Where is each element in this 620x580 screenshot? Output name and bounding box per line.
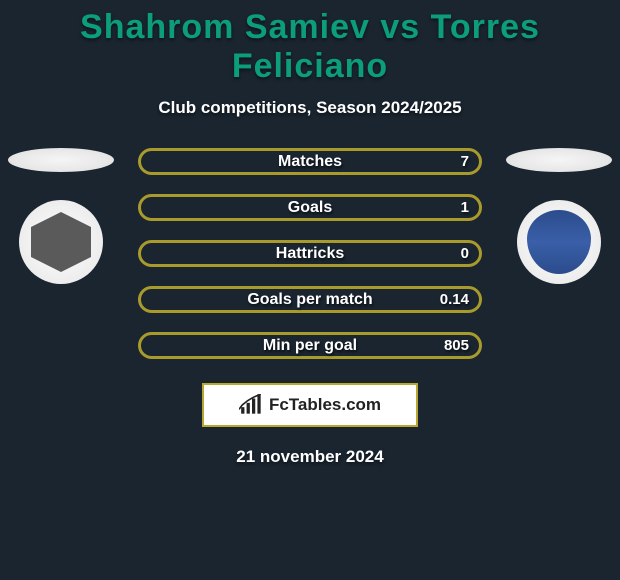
stat-row-goals: Goals 1 <box>138 194 482 221</box>
stat-right-value: 805 <box>444 337 469 354</box>
stat-label: Min per goal <box>263 337 357 355</box>
comparison-layout: Matches 7 Goals 1 Hattricks 0 Goals per … <box>0 148 620 359</box>
stats-column: Matches 7 Goals 1 Hattricks 0 Goals per … <box>138 148 482 359</box>
stat-right-value: 7 <box>461 153 469 170</box>
stat-row-hattricks: Hattricks 0 <box>138 240 482 267</box>
stat-row-gpm: Goals per match 0.14 <box>138 286 482 313</box>
stat-right-value: 0 <box>461 245 469 262</box>
stat-label: Matches <box>278 153 342 171</box>
team-badge-left <box>19 200 103 284</box>
stat-label: Goals <box>288 199 332 217</box>
left-side <box>6 148 116 284</box>
team-badge-right <box>517 200 601 284</box>
page-title: Shahrom Samiev vs Torres Feliciano <box>0 0 620 86</box>
right-side <box>504 148 614 284</box>
stat-label: Hattricks <box>276 245 344 263</box>
stat-row-matches: Matches 7 <box>138 148 482 175</box>
stat-right-value: 1 <box>461 199 469 216</box>
date-text: 21 november 2024 <box>0 447 620 467</box>
player-photo-right <box>506 148 612 172</box>
player-photo-left <box>8 148 114 172</box>
site-logo-box: FcTables.com <box>202 383 418 427</box>
stat-row-mpg: Min per goal 805 <box>138 332 482 359</box>
stat-right-value: 0.14 <box>440 291 469 308</box>
subtitle: Club competitions, Season 2024/2025 <box>0 98 620 118</box>
stat-label: Goals per match <box>247 291 372 309</box>
chart-icon <box>239 394 265 416</box>
site-logo-text: FcTables.com <box>269 395 381 415</box>
